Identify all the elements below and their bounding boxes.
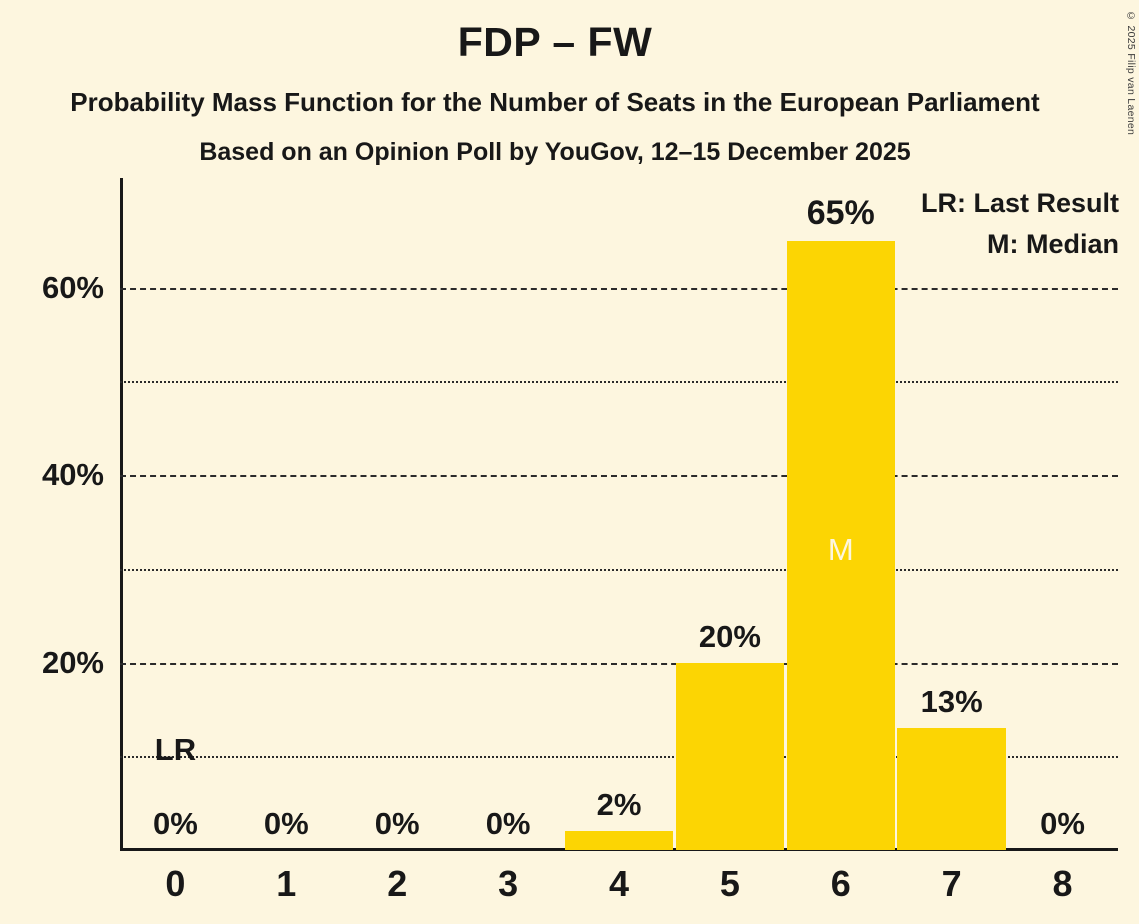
bar-value-label-seat-4: 2%: [596, 787, 642, 823]
bar-value-label-seat-3: 0%: [485, 806, 531, 841]
y-axis-tick-label: 40%: [41, 457, 104, 492]
x-axis-tick-label-0: 0: [165, 863, 186, 904]
bar-seat-6: M: [786, 240, 895, 850]
chart-subtitle: Probability Mass Function for the Number…: [70, 87, 1040, 117]
x-axis-tick-label-3: 3: [498, 863, 519, 904]
bar-seat-5: [675, 662, 785, 850]
bar-seat-7: [897, 728, 1006, 850]
bar-value-label-seat-7: 13%: [920, 684, 983, 720]
bar-value-label-seat-8: 0%: [1040, 806, 1085, 841]
legend-item-median: M: Median: [987, 229, 1119, 259]
y-axis-tick-label: 60%: [41, 269, 104, 305]
bar-value-label-seat-6: 65%: [806, 193, 875, 232]
bar-value-label-seat-1: 0%: [263, 806, 309, 841]
gridline-major: [120, 287, 1118, 290]
x-axis-tick-label-4: 4: [608, 863, 629, 904]
median-marker: M: [827, 532, 854, 567]
x-axis-tick-label-7: 7: [941, 863, 962, 904]
x-axis-tick-label-6: 6: [830, 863, 851, 904]
chart-legend: LR: Last Result M: Median: [921, 183, 1119, 265]
chart-source-line: Based on an Opinion Poll by YouGov, 12–1…: [199, 138, 911, 166]
legend-item-last-result: LR: Last Result: [920, 188, 1119, 218]
last-result-marker: LR: [154, 732, 197, 768]
x-axis-tick-label-2: 2: [387, 863, 408, 904]
page-title: FDP – FW: [457, 19, 653, 65]
gridline-major: [120, 662, 1118, 665]
plot-area: 0% LR 0% 0% 0% 2% 20% M 65% 13% 0%: [120, 178, 1118, 850]
x-axis-tick-label-8: 8: [1052, 863, 1073, 904]
y-axis-line: [120, 178, 123, 851]
x-axis-tick-label-1: 1: [276, 863, 297, 904]
bar-value-label-seat-5: 20%: [698, 618, 761, 654]
y-axis-tick-label: 20%: [41, 644, 104, 680]
gridline-minor: [120, 756, 1118, 759]
gridline-major: [120, 475, 1118, 477]
x-axis-tick-label-5: 5: [719, 863, 740, 904]
gridline-minor: [120, 568, 1118, 571]
bar-value-label-seat-2: 0%: [374, 806, 420, 841]
bar-seat-4: [564, 831, 674, 850]
gridline-minor: [120, 381, 1118, 384]
copyright-notice: © 2025 Filip van Laenen: [1125, 10, 1137, 136]
bar-value-label-seat-0: 0%: [153, 806, 198, 841]
